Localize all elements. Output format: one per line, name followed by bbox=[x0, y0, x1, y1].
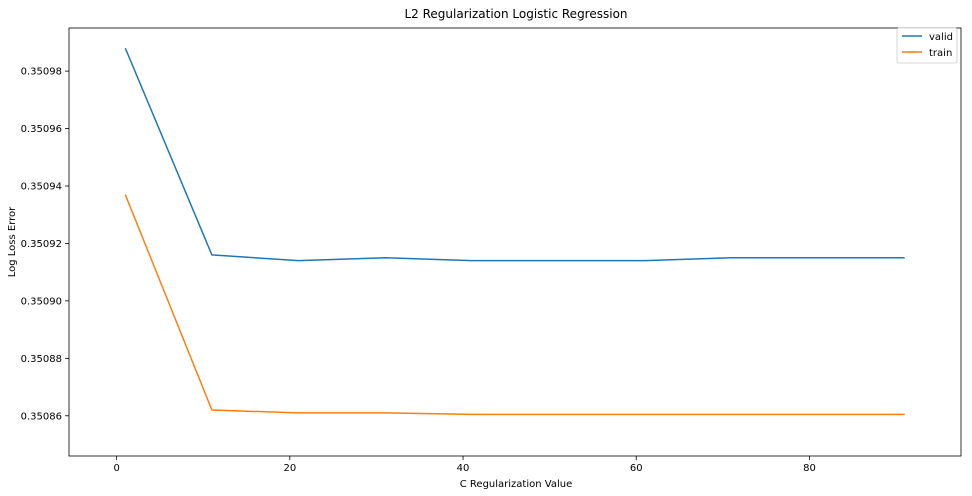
x-tick-label: 0 bbox=[113, 463, 119, 474]
x-axis-title: C Regularization Value bbox=[460, 479, 572, 490]
chart-title: L2 Regularization Logistic Regression bbox=[404, 7, 627, 21]
y-tick-label: 0.35098 bbox=[21, 67, 62, 78]
x-tick-label: 20 bbox=[283, 463, 296, 474]
x-tick-label: 80 bbox=[803, 463, 816, 474]
y-axis-title: Log Loss Error bbox=[7, 206, 18, 277]
series-line-train bbox=[124, 194, 905, 416]
y-tick-label: 0.35088 bbox=[21, 354, 62, 365]
y-tick-label: 0.35086 bbox=[21, 411, 62, 422]
series-layer bbox=[124, 47, 905, 416]
x-axis-ticks: 0 20 40 60 80 bbox=[113, 456, 816, 474]
x-tick-label: 60 bbox=[630, 463, 643, 474]
plot-frame bbox=[68, 27, 962, 457]
y-tick-label: 0.35094 bbox=[21, 181, 62, 192]
y-axis-ticks: 0.35086 0.35088 0.35090 0.35092 0.35094 0.350… bbox=[21, 67, 69, 422]
legend: valid train bbox=[896, 27, 958, 64]
y-tick-label: 0.35092 bbox=[21, 239, 62, 250]
axes-layer bbox=[68, 27, 962, 457]
y-tick-label: 0.35096 bbox=[21, 124, 62, 135]
plot-area bbox=[69, 28, 961, 456]
legend-label-train: train bbox=[929, 48, 952, 59]
legend-label-valid: valid bbox=[929, 32, 953, 43]
x-tick-label: 40 bbox=[457, 463, 470, 474]
series-line-valid bbox=[124, 47, 905, 262]
y-tick-label: 0.35090 bbox=[21, 296, 62, 307]
